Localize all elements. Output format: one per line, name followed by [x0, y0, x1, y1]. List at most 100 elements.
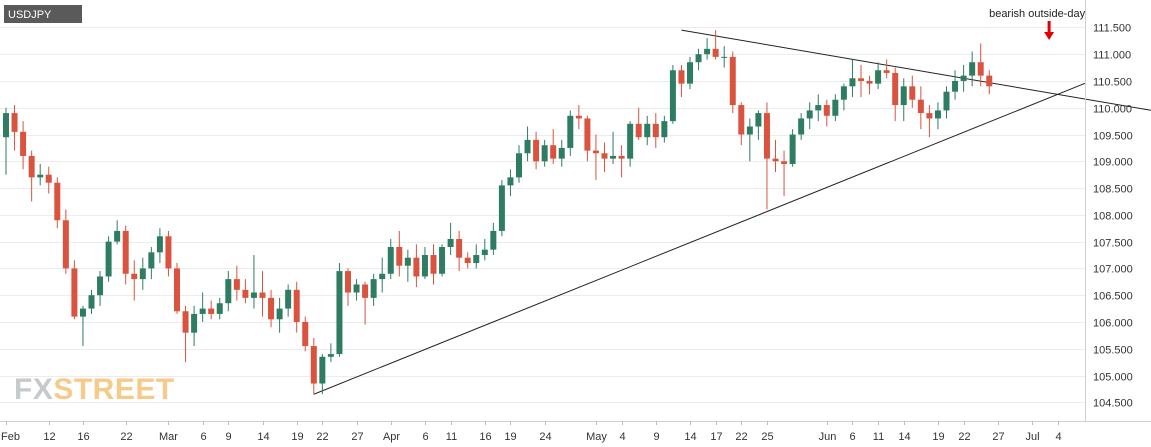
- y-tick-label: 110.000: [1093, 104, 1132, 116]
- annotation-text: bearish outside-day: [989, 8, 1086, 20]
- candle: [687, 56, 693, 90]
- y-axis: 104.500 105.000 105.500 106.000 106.500 107.0…: [1085, 0, 1133, 421]
- candle: [430, 244, 437, 285]
- candle: [11, 105, 18, 151]
- candle-body: [421, 255, 428, 277]
- candle: [934, 102, 941, 130]
- trendlines: [313, 29, 1151, 395]
- candle-body: [806, 110, 813, 119]
- candle-body: [712, 48, 719, 57]
- candle: [849, 59, 856, 98]
- candle-body: [387, 246, 394, 274]
- candle: [319, 354, 326, 395]
- x-tick-label: 16: [77, 431, 89, 443]
- candle-body: [79, 308, 86, 317]
- candle: [943, 86, 950, 119]
- y-tick-label: 111.500: [1093, 23, 1131, 35]
- candle-body: [781, 161, 788, 164]
- candle-body: [250, 292, 257, 298]
- candle-body: [977, 62, 984, 76]
- candle: [601, 142, 608, 173]
- candle: [550, 129, 557, 164]
- candle-body: [533, 139, 540, 162]
- candle-body: [285, 289, 292, 309]
- candle: [396, 230, 403, 277]
- candle: [592, 134, 599, 181]
- down-arrow-icon: [1044, 21, 1055, 40]
- candle: [789, 129, 796, 167]
- candle: [815, 94, 822, 122]
- candle-body: [464, 257, 471, 264]
- x-tick-label: 22: [958, 431, 970, 443]
- candle-body: [54, 182, 61, 221]
- x-tick-label: 6: [422, 431, 428, 443]
- candle-body: [592, 150, 599, 154]
- candle: [883, 59, 890, 79]
- candle: [473, 244, 480, 269]
- candle: [199, 292, 206, 322]
- candle: [259, 271, 266, 317]
- candle: [635, 107, 642, 140]
- x-tick-label: 12: [43, 431, 55, 443]
- candle: [969, 51, 976, 87]
- watermark-fx: FX: [14, 373, 53, 406]
- candle: [823, 99, 830, 127]
- candle-body: [156, 236, 163, 253]
- candle-body: [550, 145, 557, 159]
- candle-body: [302, 321, 309, 347]
- x-tick-label: 22: [735, 431, 747, 443]
- candle: [413, 244, 420, 288]
- y-tick-label: 104.500: [1093, 398, 1133, 410]
- candle: [541, 139, 548, 167]
- candle-body: [763, 113, 770, 159]
- candle: [490, 222, 497, 256]
- candle: [345, 268, 351, 306]
- candle: [122, 225, 129, 285]
- candle-body: [627, 123, 634, 159]
- candle: [533, 131, 540, 170]
- candle: [54, 177, 61, 229]
- candle-body: [490, 230, 497, 250]
- candle-body: [883, 70, 890, 73]
- candle: [233, 265, 240, 301]
- candle-body: [858, 78, 864, 81]
- candle: [746, 118, 753, 162]
- candle-body: [661, 121, 668, 138]
- candle-body: [815, 105, 822, 111]
- candle-body: [960, 75, 967, 81]
- candle: [310, 338, 317, 395]
- candle: [387, 238, 394, 280]
- candle: [216, 297, 223, 320]
- candle-body: [481, 249, 488, 256]
- candle-body: [892, 72, 899, 106]
- candle-body: [558, 147, 565, 159]
- candle: [156, 228, 163, 264]
- candle-body: [875, 70, 882, 84]
- candle-body: [866, 80, 873, 84]
- candle-body: [516, 153, 522, 178]
- candle: [712, 30, 719, 60]
- candle-body: [3, 113, 9, 138]
- candle-body: [644, 123, 651, 138]
- x-tick-label: 17: [710, 431, 722, 443]
- candle: [858, 64, 864, 98]
- candle-body: [276, 308, 283, 320]
- candle: [832, 94, 839, 122]
- candle: [584, 115, 591, 162]
- candle-body: [704, 48, 711, 55]
- candle: [362, 281, 369, 325]
- x-tick-label: Jul: [1025, 431, 1039, 443]
- candle-body: [447, 238, 454, 247]
- candle-body: [798, 118, 805, 135]
- candle: [242, 279, 249, 304]
- gridlines: [0, 27, 1085, 403]
- candle-body: [832, 99, 839, 116]
- x-tick-label: 9: [225, 431, 231, 443]
- candle: [139, 257, 146, 290]
- candle: [88, 289, 95, 314]
- candle-body: [789, 134, 796, 164]
- candle: [336, 263, 343, 357]
- candle: [738, 102, 745, 146]
